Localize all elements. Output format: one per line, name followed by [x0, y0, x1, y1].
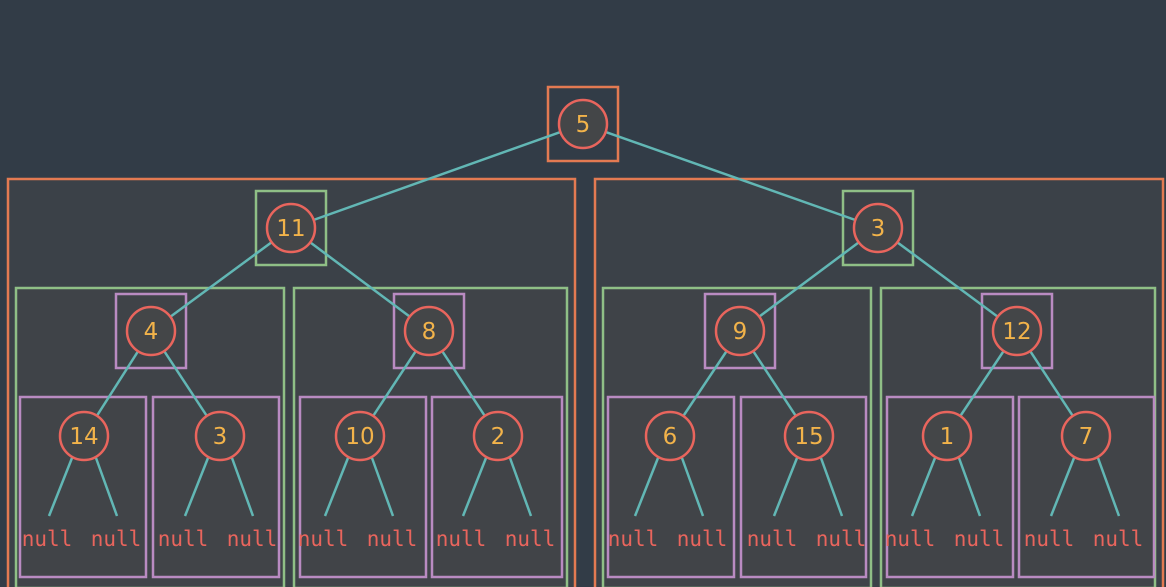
node-1-1-value: 12	[1002, 319, 1031, 345]
node-1-0-0-circle	[644, 410, 696, 462]
node-1: 3	[852, 202, 904, 254]
node-0-circle	[265, 202, 317, 254]
node-0-0-1: 3	[194, 410, 246, 462]
node-1-1-1-circle	[1060, 410, 1112, 462]
null-label-1-1-0-right: null	[954, 527, 1005, 551]
node-0-0-value: 4	[144, 319, 159, 345]
node-0-0-1-circle	[194, 410, 246, 462]
node-root: 5	[557, 98, 609, 150]
edge-root-0	[290, 122, 584, 230]
node-0-0-1-value: 3	[213, 424, 228, 450]
edge-root-1	[582, 122, 879, 230]
null-label-1-0-1-left: null	[747, 527, 798, 551]
subtree-boxes	[6, 85, 1165, 587]
node-1-1-0: 1	[921, 410, 973, 462]
node-1-0-circle	[714, 305, 766, 357]
node-1-0-value: 9	[733, 319, 748, 345]
level2-frame-1-0	[703, 292, 777, 370]
null-label-1-0-0-left: null	[608, 527, 659, 551]
node-0-1-1-value: 2	[491, 424, 506, 450]
null-edge-0-0-0-left	[47, 457, 74, 517]
null-label-0-0-1-left: null	[158, 527, 209, 551]
null-edge-0-1-0-right	[370, 457, 395, 517]
node-1-0-0-value: 6	[663, 424, 678, 450]
node-0-0-0-circle	[58, 410, 110, 462]
node-0-1-1: 2	[472, 410, 524, 462]
tree-nodes: 5 11 4 14 3 8 10 2 3 9 6 15 12 1 7	[58, 98, 1112, 462]
null-label-1-0-1-right: null	[816, 527, 867, 551]
null-edge-0-0-0-right	[94, 457, 119, 517]
null-label-0-0-0-left: null	[22, 527, 73, 551]
null-label-0-1-1-left: null	[436, 527, 487, 551]
node-0-1: 8	[403, 305, 455, 357]
null-edge-0-0-1-left	[183, 457, 210, 517]
node-0-1-0: 10	[334, 410, 386, 462]
null-edge-1-0-1-left	[772, 457, 799, 517]
node-1-1-1: 7	[1060, 410, 1112, 462]
node-1-circle	[852, 202, 904, 254]
tree-edges	[47, 122, 1121, 517]
node-0-value: 11	[276, 216, 305, 242]
node-0-0: 4	[125, 305, 177, 357]
null-label-1-1-1-right: null	[1093, 527, 1144, 551]
null-label-0-1-1-right: null	[505, 527, 556, 551]
node-1-1-1-value: 7	[1079, 424, 1094, 450]
root-frame	[546, 85, 620, 163]
node-0-1-circle	[403, 305, 455, 357]
level1-frame-0	[254, 189, 328, 267]
subtree-box-1-0-0	[606, 395, 736, 579]
null-label-1-0-0-right: null	[677, 527, 728, 551]
null-edge-1-1-0-left	[910, 457, 937, 517]
node-0-1-0-circle	[334, 410, 386, 462]
level2-frame-0-0	[114, 292, 188, 370]
null-edge-0-1-0-left	[323, 457, 350, 517]
null-label-1-1-1-left: null	[1024, 527, 1075, 551]
null-edge-0-1-1-left	[461, 457, 488, 517]
node-0-1-0-value: 10	[345, 424, 374, 450]
edge-1-1	[877, 226, 1018, 333]
node-1-0-1-value: 15	[794, 424, 823, 450]
null-label-0-1-0-left: null	[298, 527, 349, 551]
null-edge-1-0-1-right	[819, 457, 844, 517]
edge-1-0	[739, 226, 879, 333]
node-0-1-1-circle	[472, 410, 524, 462]
node-1-0-1: 15	[783, 410, 835, 462]
null-label-0-0-1-right: null	[227, 527, 278, 551]
node-root-circle	[557, 98, 609, 150]
node-1-value: 3	[871, 216, 886, 242]
edge-0-0	[150, 226, 292, 333]
null-edge-0-1-1-right	[508, 457, 533, 517]
node-0-0-0-value: 14	[69, 424, 98, 450]
null-labels: null null null null null null null null null null…	[22, 527, 1144, 551]
level2-frame-0-1	[392, 292, 466, 370]
level2-frame-1-1	[980, 292, 1054, 370]
null-edge-1-1-1-left	[1049, 457, 1076, 517]
node-root-value: 5	[576, 112, 591, 138]
null-label-0-0-0-right: null	[91, 527, 142, 551]
node-1-1-0-circle	[921, 410, 973, 462]
node-0-0-0: 14	[58, 410, 110, 462]
node-0-1-value: 8	[422, 319, 437, 345]
edge-0-1	[290, 226, 430, 333]
null-edge-1-1-0-right	[957, 457, 982, 517]
level1-frame-1	[841, 189, 915, 267]
node-1-1: 12	[991, 305, 1043, 357]
null-edge-0-0-1-right	[230, 457, 255, 517]
node-1-0-0: 6	[644, 410, 696, 462]
node-1-0-1-circle	[783, 410, 835, 462]
node-0-0-circle	[125, 305, 177, 357]
null-edge-1-1-1-right	[1096, 457, 1121, 517]
null-label-0-1-0-right: null	[367, 527, 418, 551]
null-edge-1-0-0-right	[680, 457, 705, 517]
node-1-1-circle	[991, 305, 1043, 357]
node-1-1-0-value: 1	[940, 424, 955, 450]
null-label-1-1-0-left: null	[885, 527, 936, 551]
null-edge-1-0-0-left	[633, 457, 660, 517]
node-1-0: 9	[714, 305, 766, 357]
node-0: 11	[265, 202, 317, 254]
